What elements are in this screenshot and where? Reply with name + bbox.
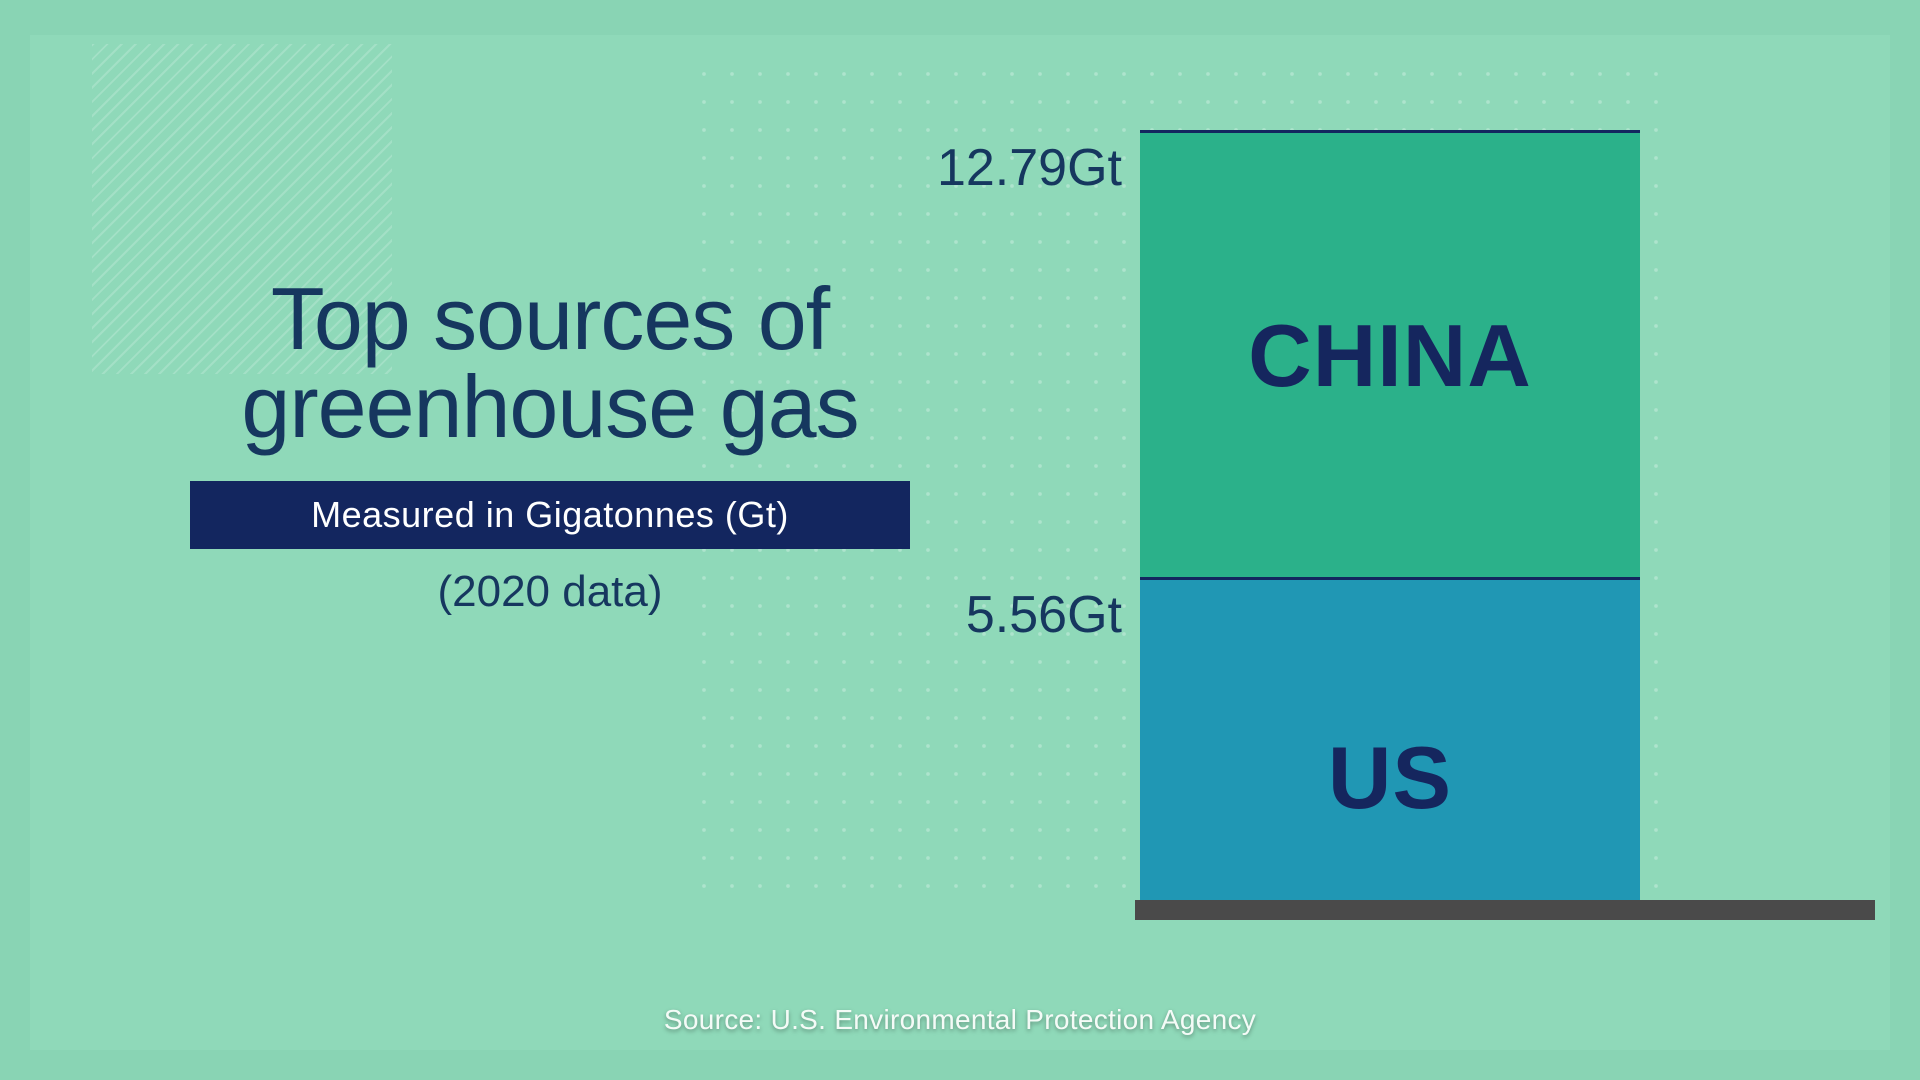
- chart-title: Top sources of greenhouse gas: [190, 275, 910, 451]
- bar-top-rule: [1140, 130, 1640, 133]
- chart-baseline: [1135, 900, 1875, 920]
- infographic-canvas: Top sources of greenhouse gas Measured i…: [0, 0, 1920, 1080]
- title-line-1: Top sources of: [271, 269, 829, 368]
- source-attribution: Source: U.S. Environmental Protection Ag…: [0, 1004, 1920, 1036]
- bar-name-china: CHINA: [1140, 305, 1640, 407]
- title-line-2: greenhouse gas: [241, 357, 858, 456]
- subtitle-text: Measured in Gigatonnes (Gt): [311, 494, 789, 536]
- bar-segment-us: 5.56Gt US: [1140, 577, 1640, 900]
- subtitle-band: Measured in Gigatonnes (Gt): [190, 481, 910, 549]
- title-block: Top sources of greenhouse gas Measured i…: [190, 275, 910, 617]
- bar-segment-china: 12.79Gt CHINA: [1140, 130, 1640, 577]
- bar-name-us: US: [1140, 727, 1640, 829]
- chart-area: 12.79Gt CHINA 5.56Gt US: [900, 130, 1660, 920]
- bar-top-rule: [1140, 577, 1640, 580]
- value-label-us: 5.56Gt: [966, 585, 1122, 645]
- value-label-china: 12.79Gt: [937, 138, 1122, 198]
- year-note: (2020 data): [190, 567, 910, 617]
